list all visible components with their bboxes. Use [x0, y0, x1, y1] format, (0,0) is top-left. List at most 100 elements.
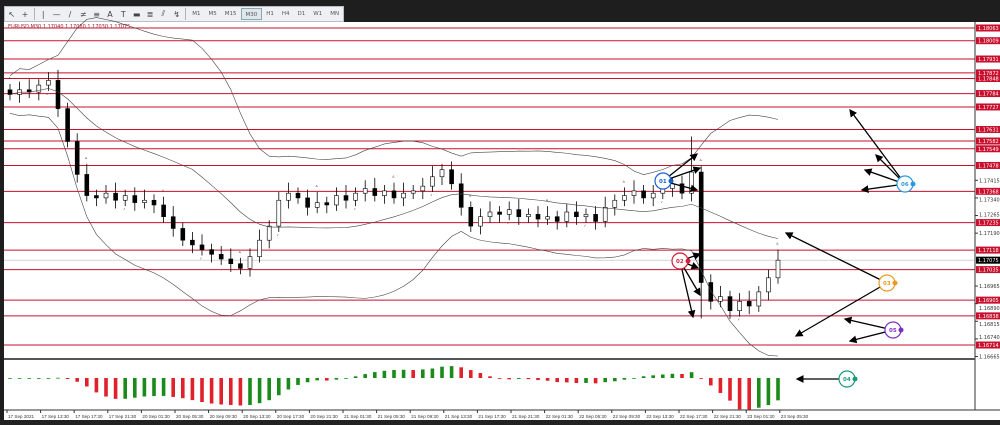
cursor-icon[interactable]: ↖ [8, 9, 16, 19]
time-tick-label: 21 Sep 05:30 [378, 414, 406, 419]
level-price-badge [976, 90, 1000, 98]
bearish-candle [593, 214, 598, 222]
bullish-candle [478, 216, 483, 227]
price-tick-label: 1.16815 [979, 322, 1000, 328]
timeframe-m15-button[interactable]: M15 [224, 11, 237, 17]
fractal-marker: ᐞ [622, 180, 625, 186]
current-price-badge [976, 256, 1000, 264]
level-price-badge [976, 24, 1000, 32]
oscillator-bar-up [776, 378, 780, 401]
oscillator-bar-down [209, 378, 214, 404]
fractal-marker: ᐞ [699, 159, 702, 165]
bearish-candle [449, 169, 454, 185]
oscillator-bar-up [123, 378, 127, 399]
level-price-label: 1.17035 [978, 268, 999, 274]
oscillator-bar-up [56, 377, 60, 379]
arrows-icon[interactable]: ↯ [173, 9, 181, 19]
trendline-icon[interactable]: / [68, 9, 72, 19]
crosshair-icon[interactable]: + [21, 9, 29, 19]
level-price-label: 1.17848 [978, 77, 999, 83]
oscillator-bar-up [286, 378, 291, 390]
text-label-icon[interactable]: T [120, 9, 126, 19]
price-tick-label: 1.16740 [979, 335, 1000, 341]
timeframe-h4-button[interactable]: H4 [281, 11, 290, 17]
bearish-candle [458, 183, 464, 208]
timeframe-m5-button[interactable]: M5 [208, 11, 217, 17]
price-tick-label: 1.16665 [979, 355, 1000, 361]
time-tick-label: 20 Sep 13:30 [243, 414, 271, 419]
level-price-label: 1.18063 [978, 26, 999, 32]
chart-title: EURUSD,M30 1.17040 1.17080 1.17030 1.170… [8, 24, 131, 30]
bullish-candle [266, 225, 272, 241]
bullish-candle [650, 192, 656, 199]
time-tick-label: 20 Sep 17:30 [277, 414, 305, 419]
oscillator-bar-down [536, 378, 540, 381]
oscillator-bar-down [181, 378, 185, 399]
level-price-badge [976, 75, 1000, 83]
bullish-candle [612, 199, 618, 208]
oscillator-bar-down [325, 378, 329, 381]
equidistant-channel-icon[interactable]: ≠ [79, 9, 87, 19]
oscillator-bar-up [651, 375, 655, 378]
timeframe-m1-button[interactable]: M1 [192, 11, 201, 17]
bullish-candle [257, 239, 262, 257]
time-tick-label: 20 Sep 21:30 [310, 414, 338, 419]
fibo-fan-icon[interactable]: ≣ [146, 9, 154, 19]
bullish-candle [122, 195, 128, 201]
rectangle-icon[interactable]: ▬ [132, 9, 141, 19]
bearish-candle [516, 209, 522, 218]
oscillator-bar-up [613, 378, 617, 382]
bearish-candle [679, 183, 685, 194]
fractal-marker: ᐞ [315, 185, 318, 191]
oscillator-bar-down [488, 376, 492, 378]
oscillator-bar-down [104, 378, 108, 397]
level-price-badge [976, 187, 1000, 195]
bearish-candle [180, 228, 186, 241]
bearish-candle [324, 202, 330, 206]
gann-icon[interactable]: ⫽ [161, 9, 166, 18]
annotation-label: 04 [843, 377, 851, 383]
level-price-label: 1.16838 [978, 314, 999, 320]
fractal-marker: ᐞ [469, 194, 472, 200]
time-tick-label: 20 Sep 01:30 [142, 414, 170, 419]
fractal-marker: ᐟ [584, 225, 586, 231]
text-icon[interactable]: A [107, 9, 113, 19]
annotation-dot [668, 178, 674, 184]
price-chart[interactable] [4, 22, 1000, 420]
bearish-candle [295, 192, 301, 199]
bullish-candle [276, 199, 282, 227]
timeframe-h1-button[interactable]: H1 [266, 11, 274, 17]
timeframe-m30-button[interactable]: M30 [240, 8, 263, 20]
annotation-label: 03 [883, 281, 891, 287]
time-tick-label: 21 Sep 01:30 [344, 414, 372, 419]
oscillator-bar-down [190, 378, 195, 401]
price-tick-label: 1.16890 [979, 306, 1000, 312]
oscillator-bar-up [766, 378, 771, 406]
oscillator-bar-up [421, 369, 425, 378]
price-tick-label: 1.16965 [979, 284, 1000, 290]
oscillator-bar-up [315, 378, 319, 381]
fibonacci-icon[interactable]: ≡ [93, 9, 100, 19]
bearish-candle [535, 214, 541, 220]
window-bottom-border [0, 420, 1000, 425]
bullish-candle [718, 296, 723, 302]
timeframe-w1-button[interactable]: W1 [313, 11, 323, 17]
fractal-marker: ᐞ [776, 243, 779, 249]
bearish-candle [218, 254, 224, 260]
bullish-candle [564, 211, 570, 222]
timeframe-mn-button[interactable]: MN [330, 11, 340, 17]
fractal-marker: ᐞ [8, 77, 11, 83]
fractal-marker: ᐞ [392, 176, 395, 182]
vertical-line-icon[interactable]: | [41, 9, 45, 19]
time-tick-label: 21 Sep 21:30 [512, 414, 540, 419]
price-tick-label: 1.17265 [979, 213, 1000, 219]
oscillator-bar-down [411, 370, 415, 378]
bearish-candle [170, 216, 176, 229]
horizontal-line-icon[interactable]: — [52, 9, 61, 19]
oscillator-bar-up [344, 378, 348, 379]
fractal-marker: ᐟ [123, 208, 125, 214]
oscillator-bar-up [277, 378, 281, 396]
level-price-label: 1.17549 [978, 147, 999, 153]
timeframe-d1-button[interactable]: D1 [297, 11, 306, 17]
